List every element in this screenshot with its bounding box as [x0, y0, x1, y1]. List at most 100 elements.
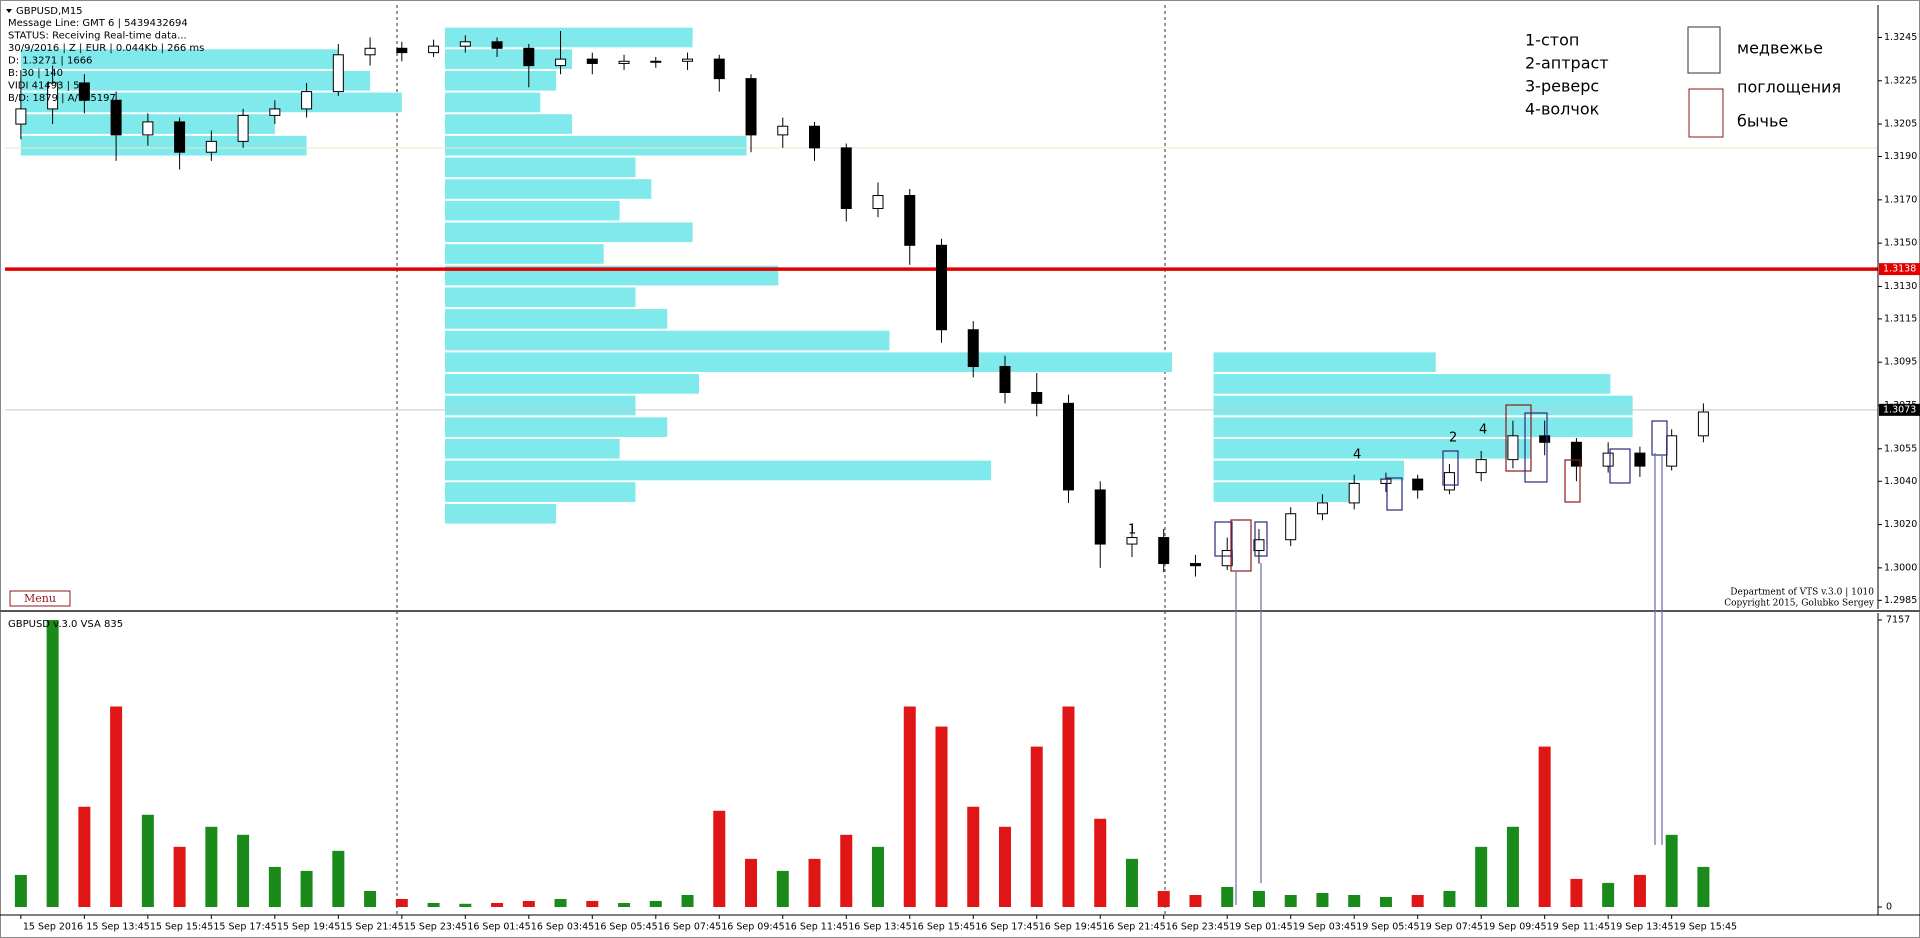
volume-bar: [237, 834, 250, 907]
x-tick-label: 16 Sep 15:45: [912, 922, 975, 933]
x-tick-label: 16 Sep 07:45: [658, 922, 721, 933]
volume-bar: [78, 806, 91, 907]
y-tick-label: 1.3130: [1884, 281, 1917, 292]
volume-bar: [1284, 894, 1297, 907]
legend-item: 4-волчок: [1525, 100, 1600, 119]
credit: Department of VTS v.3.0 | 1010: [1730, 588, 1874, 598]
volume-bar: [491, 902, 504, 907]
candle-body: [301, 91, 313, 110]
y-tick-label: 1.3205: [1884, 119, 1917, 130]
volume-bar: [332, 850, 345, 907]
profile-bar: [444, 244, 604, 264]
info-line: B: 30 | 140: [8, 68, 63, 79]
x-tick-label: 16 Sep 17:45: [975, 922, 1038, 933]
x-tick-label: 15 Sep 15:45: [150, 922, 213, 933]
profile-bar: [1213, 374, 1611, 394]
x-tick-label: 19 Sep 13:45: [1610, 922, 1673, 933]
volume-bar: [46, 620, 59, 907]
profile-bar: [1213, 438, 1532, 459]
volume-bar: [872, 846, 885, 907]
x-tick-label: 16 Sep 03:45: [531, 922, 594, 933]
y-tick-label: 1.3225: [1884, 75, 1917, 86]
candle-body: [110, 99, 122, 136]
profile-bar: [444, 352, 1172, 373]
x-tick-label: 15 Sep 17:45: [213, 922, 276, 933]
x-tick-label: 15 Sep 2016: [23, 922, 83, 933]
pattern-box: [1609, 448, 1631, 484]
y-tick-label: 0: [1886, 902, 1892, 913]
candle-body: [872, 195, 884, 209]
profile-bar: [444, 417, 668, 437]
candle-body: [936, 244, 947, 331]
candle-body: [1158, 537, 1170, 565]
y-tick-label: 1.3115: [1884, 313, 1917, 324]
volume-bar: [1443, 890, 1456, 907]
menu-arrow[interactable]: [6, 9, 12, 13]
candle-body: [713, 58, 725, 80]
profile-bar: [444, 200, 620, 221]
volume-bar: [1252, 890, 1265, 907]
candle-body: [650, 60, 662, 63]
x-tick-label: 19 Sep 15:45: [1674, 922, 1737, 933]
pattern-label: бычье: [1737, 112, 1788, 131]
x-tick-label: 15 Sep 19:45: [277, 922, 340, 933]
volume-bar: [1602, 882, 1615, 907]
candle-body: [47, 82, 59, 110]
profile-bar: [1213, 482, 1357, 502]
volume-bar: [205, 826, 218, 907]
volume-bar: [459, 903, 472, 907]
profile-bar: [444, 179, 652, 199]
bull-box: [1688, 88, 1724, 138]
legend-item: 3-реверс: [1525, 77, 1599, 96]
bear-box: [1687, 26, 1721, 74]
profile-bar: [20, 135, 307, 156]
x-tick-label: 19 Sep 11:45: [1547, 922, 1610, 933]
price-label: 1.3138: [1883, 264, 1916, 275]
volume-bar: [427, 902, 440, 907]
candle-body: [1380, 478, 1392, 484]
candle-body: [237, 114, 249, 142]
profile-bar: [444, 70, 557, 91]
volume-bar: [1697, 866, 1710, 907]
volume-bar: [1633, 874, 1646, 907]
volume-bar: [745, 858, 758, 907]
legend-item: 2-аптраст: [1525, 54, 1609, 73]
candle-body: [682, 58, 694, 62]
menu-label[interactable]: Menu: [24, 592, 56, 605]
volume-bar: [998, 826, 1011, 907]
candle-body: [396, 47, 408, 54]
info-line: 30/9/2016 | Z | EUR | 0.044Kb | 266 ms: [8, 43, 204, 54]
volume-bar: [586, 900, 599, 907]
volume-bar: [1348, 894, 1361, 907]
candle-body: [999, 366, 1011, 394]
profile-bar: [1213, 352, 1436, 373]
info-line: STATUS: Receiving Real-time data...: [8, 31, 187, 42]
volume-bar: [1316, 892, 1329, 907]
profile-bar: [444, 309, 668, 329]
volume-bar: [649, 900, 662, 907]
volume-bar: [554, 898, 567, 907]
signal-mark: 2: [1449, 431, 1457, 446]
credit: Copyright 2015, Golubko Sergey: [1724, 599, 1875, 609]
candle-body: [1507, 435, 1519, 461]
menu-button[interactable]: [9, 590, 71, 607]
plot-layer: 1.3245 1.3225 1.3205 1.3190 1.3170 1.3150 1.31…: [0, 5, 1920, 933]
volume-bar: [1379, 896, 1392, 907]
candle-body: [1412, 478, 1424, 491]
candle-body: [174, 121, 186, 153]
volume-bar: [522, 900, 535, 907]
pattern-box: [1442, 450, 1459, 486]
candle-body: [428, 45, 440, 54]
x-tick-label: 19 Sep 01:45: [1229, 922, 1292, 933]
candle-body: [1189, 563, 1201, 567]
volume-bar: [268, 866, 281, 907]
volume-bar: [1189, 894, 1202, 907]
info-line: VIDI 41493 | 5: [8, 81, 80, 92]
pattern-boxes: [1214, 404, 1668, 905]
y-tick-label: 1.3150: [1884, 238, 1917, 249]
candle-body: [332, 54, 344, 93]
volume-bar: [713, 810, 726, 907]
candle-body: [745, 78, 757, 136]
pattern-label: медвежье: [1737, 39, 1823, 58]
